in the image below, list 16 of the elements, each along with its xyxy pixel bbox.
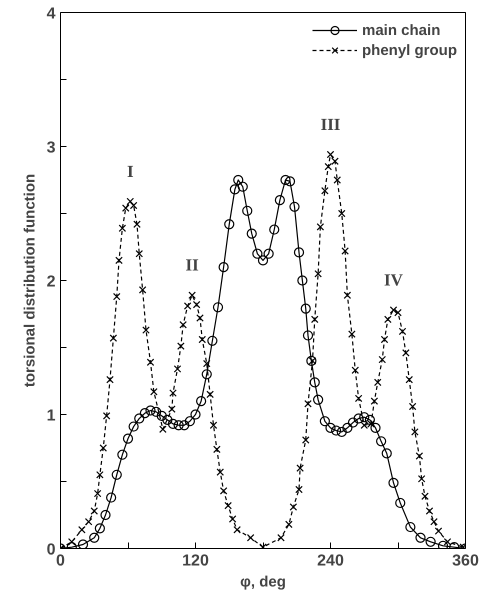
y-tick-label: 2 bbox=[46, 274, 56, 290]
x-axis-title: φ, deg bbox=[240, 574, 286, 590]
legend-label: phenyl group bbox=[362, 42, 457, 58]
x-tick-label: 120 bbox=[182, 552, 209, 570]
x-tick-label: 360 bbox=[452, 552, 479, 570]
y-axis-title: torsional distribution function bbox=[22, 174, 39, 388]
annotation: II bbox=[186, 256, 200, 275]
y-tick-label: 3 bbox=[46, 140, 56, 156]
y-tick-label: 4 bbox=[46, 6, 56, 22]
legend-label: main chain bbox=[362, 22, 440, 38]
annotation: IV bbox=[384, 270, 404, 290]
annotation: III bbox=[320, 115, 341, 134]
y-tick-label: 0 bbox=[46, 542, 56, 558]
annotation: I bbox=[126, 162, 134, 181]
y-tick-label: 1 bbox=[46, 408, 56, 424]
x-tick-label: 240 bbox=[317, 552, 344, 570]
